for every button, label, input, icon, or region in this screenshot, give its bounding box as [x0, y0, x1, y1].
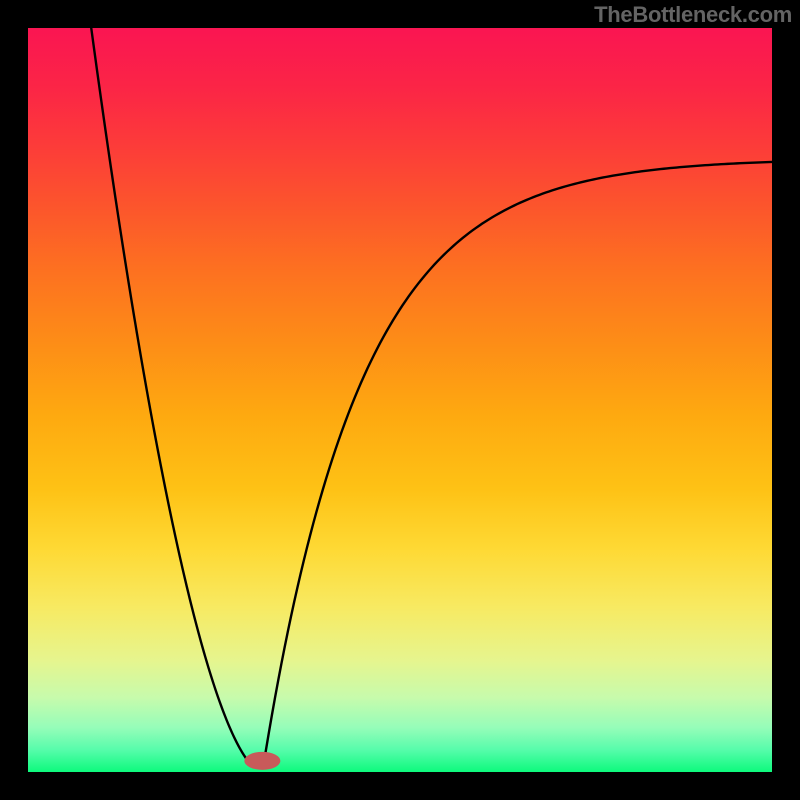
curve-left-branch — [91, 28, 262, 761]
plot-area — [28, 28, 772, 772]
minimum-marker — [244, 752, 280, 770]
curve-layer — [28, 28, 772, 772]
watermark-text: TheBottleneck.com — [594, 2, 792, 28]
curve-right-branch — [262, 162, 772, 761]
chart-frame: TheBottleneck.com — [0, 0, 800, 800]
